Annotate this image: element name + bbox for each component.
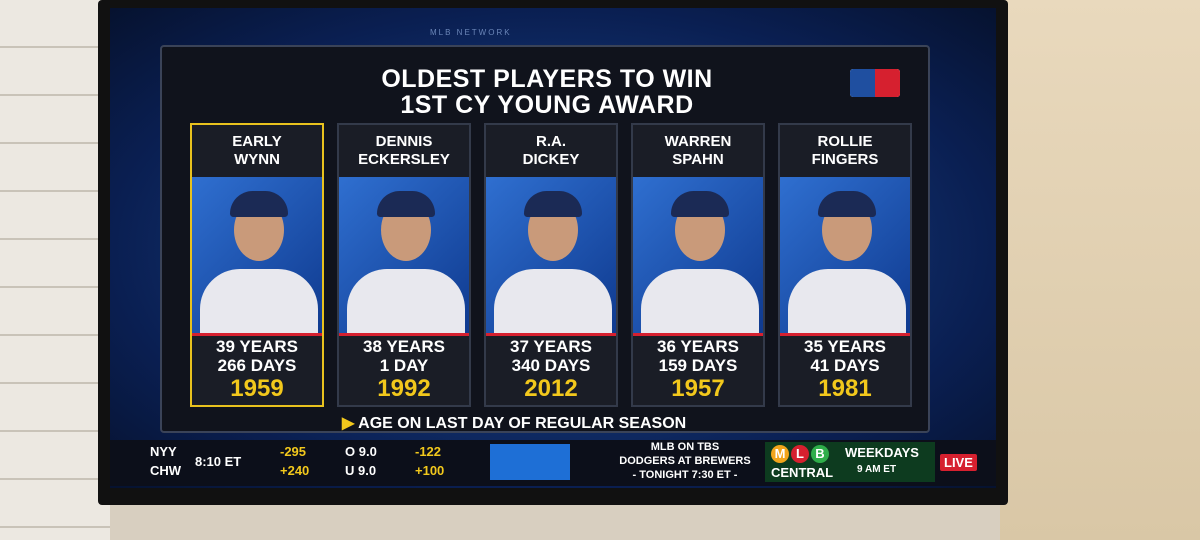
room-background — [1000, 0, 1200, 540]
player-name: FINGERS — [811, 151, 879, 168]
age-days: 41 DAYS — [810, 356, 880, 375]
age-years: 39 YEARS — [216, 337, 298, 356]
player-name: WARREN — [664, 133, 732, 150]
player-name: DICKEY — [522, 151, 580, 168]
total: U 9.0 — [345, 463, 377, 478]
jersey — [494, 269, 612, 333]
total-odds: +100 — [415, 463, 445, 478]
player-photo — [780, 177, 910, 333]
divider — [780, 333, 910, 336]
age-days: 159 DAYS — [658, 356, 738, 375]
promo: - TONIGHT 7:30 ET - — [632, 469, 738, 481]
age-years: 36 YEARS — [657, 337, 739, 356]
divider — [486, 333, 616, 336]
player-card: EARLY WYNN 39 YEARS 266 DAYS 1959 — [190, 123, 324, 407]
live-badge: LIVE — [940, 454, 977, 471]
player-name: DENNIS — [375, 133, 433, 150]
player-photo — [486, 177, 616, 333]
jersey — [347, 269, 465, 333]
year: 1981 — [818, 375, 872, 402]
game-time: 8:10 ET — [195, 454, 242, 469]
cap — [818, 191, 876, 217]
age-days: 340 DAYS — [511, 356, 591, 375]
team: NYY — [150, 444, 177, 459]
player-name: ROLLIE — [817, 133, 873, 150]
year: 1957 — [671, 375, 725, 402]
team: CHW — [150, 463, 182, 478]
age-years: 35 YEARS — [804, 337, 886, 356]
footnote-text: AGE ON LAST DAY OF REGULAR SEASON — [358, 415, 687, 432]
show-letter: B — [811, 445, 829, 463]
mlb-logo — [850, 69, 900, 97]
divider — [633, 333, 763, 336]
player-card: R.A. DICKEY 37 YEARS 340 DAYS 2012 — [484, 123, 618, 407]
sponsor-logo — [490, 444, 570, 480]
total-odds: -122 — [415, 444, 442, 459]
cap — [524, 191, 582, 217]
score-ticker: NYY CHW 8:10 ET -295 +240 O 9.0 U 9.0 -122 +100 M… — [110, 440, 996, 486]
player-photo — [192, 177, 322, 333]
year: 1992 — [377, 375, 431, 402]
schedule-time: 9 AM ET — [857, 464, 897, 475]
player-card: WARREN SPAHN 36 YEARS 159 DAYS 1957 — [631, 123, 765, 407]
age-years: 37 YEARS — [510, 337, 592, 356]
moneyline: -295 — [280, 444, 307, 459]
show-box: M L B CENTRAL WEEKDAYS 9 AM ET — [765, 442, 935, 482]
divider — [339, 333, 469, 336]
promo: DODGERS AT BREWERS — [619, 455, 751, 467]
player-name: ECKERSLEY — [358, 151, 450, 168]
player-name: WYNN — [234, 151, 280, 168]
player-card: ROLLIE FINGERS 35 YEARS 41 DAYS 1981 — [778, 123, 912, 407]
promo: MLB ON TBS — [650, 441, 720, 453]
age-days: 1 DAY — [379, 356, 429, 375]
year: 2012 — [524, 375, 578, 402]
wall — [0, 0, 110, 540]
player-photo — [339, 177, 469, 333]
moneyline: +240 — [280, 463, 310, 478]
year: 1959 — [230, 375, 284, 402]
jersey — [641, 269, 759, 333]
player-name: EARLY — [232, 133, 282, 150]
jersey — [200, 269, 318, 333]
schedule: WEEKDAYS — [845, 445, 919, 460]
jersey — [788, 269, 906, 333]
total: O 9.0 — [345, 444, 377, 459]
player-name: R.A. — [536, 133, 566, 150]
footnote: ▶ AGE ON LAST DAY OF REGULAR SEASON — [342, 415, 687, 432]
watermark: MLB NETWORK — [430, 28, 512, 37]
graphic-panel: OLDEST PLAYERS TO WIN 1ST CY YOUNG AWARD… — [160, 45, 930, 433]
player-name: SPAHN — [672, 151, 724, 168]
show-letter: M — [771, 445, 789, 463]
title: OLDEST PLAYERS TO WIN — [381, 65, 713, 93]
title: 1ST CY YOUNG AWARD — [400, 91, 694, 119]
player-photo — [633, 177, 763, 333]
cap — [230, 191, 288, 217]
divider — [192, 333, 322, 336]
player-card: DENNIS ECKERSLEY 38 YEARS 1 DAY 1992 — [337, 123, 471, 407]
age-days: 266 DAYS — [217, 356, 297, 375]
show-letter: L — [791, 445, 809, 463]
age-years: 38 YEARS — [363, 337, 445, 356]
cap — [671, 191, 729, 217]
show-name: CENTRAL — [771, 465, 834, 480]
cap — [377, 191, 435, 217]
